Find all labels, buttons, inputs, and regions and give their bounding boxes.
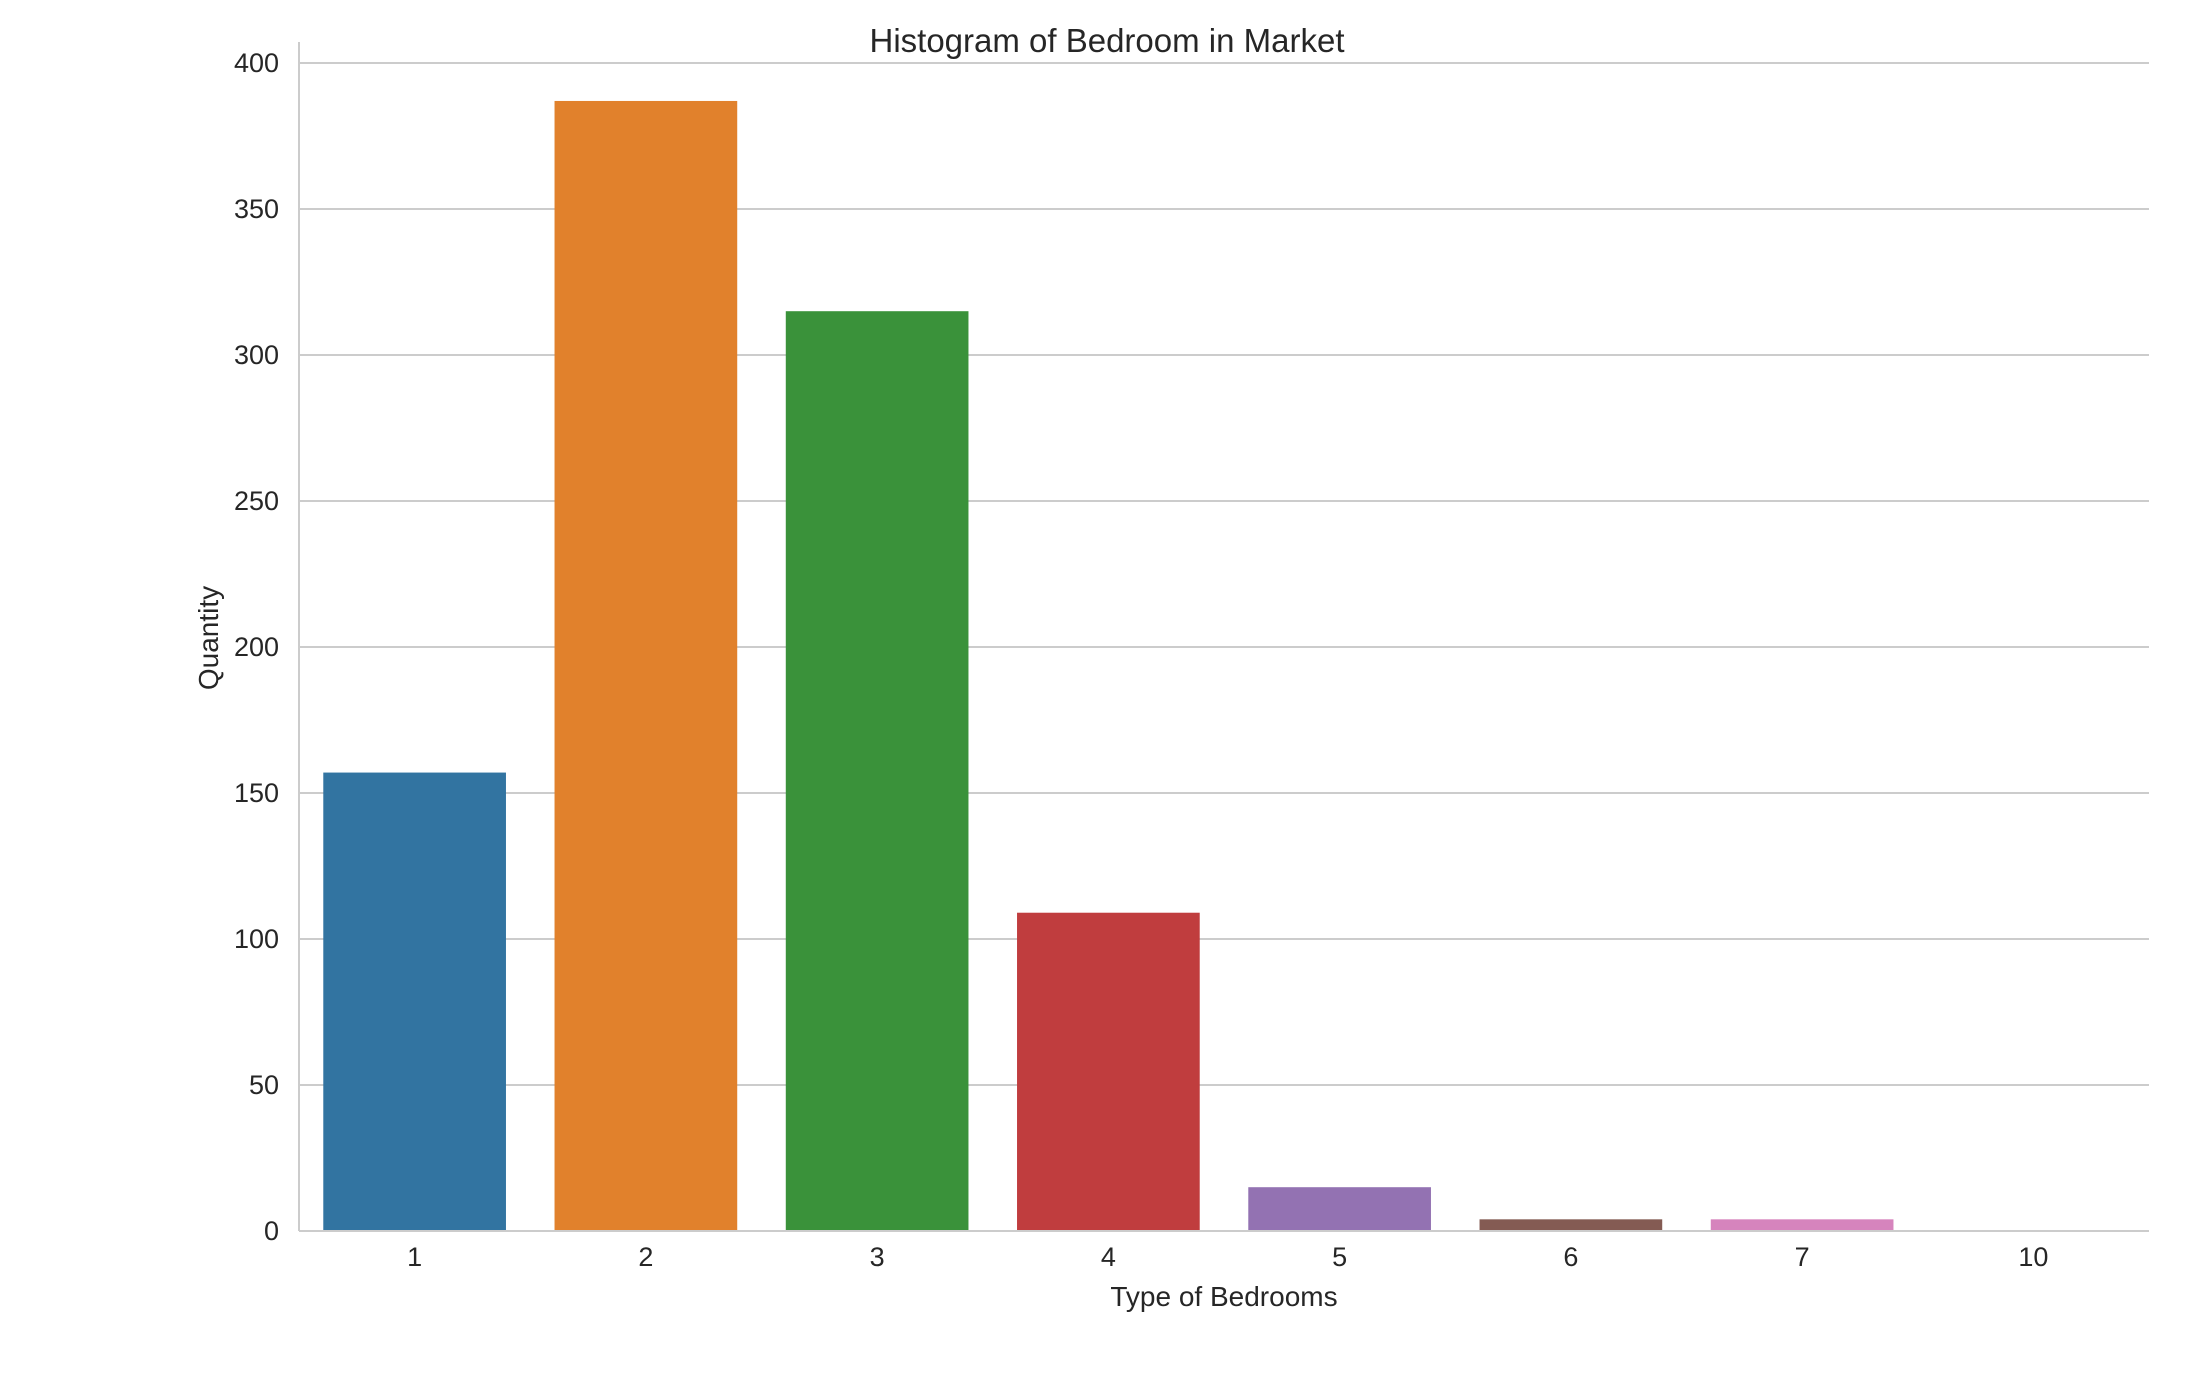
y-tick-label: 200	[234, 632, 279, 662]
x-tick-label: 6	[1563, 1242, 1578, 1272]
x-tick-label: 7	[1795, 1242, 1810, 1272]
y-tick-label: 100	[234, 924, 279, 954]
y-tick-label: 400	[234, 48, 279, 78]
axes	[298, 42, 2149, 1232]
x-tick-label: 3	[870, 1242, 885, 1272]
bar-2	[554, 100, 738, 1232]
bar-3	[785, 311, 969, 1231]
bars	[323, 100, 1894, 1232]
y-tick-label: 250	[234, 486, 279, 516]
y-tick-label: 150	[234, 778, 279, 808]
bar-1	[323, 772, 506, 1231]
y-tick-label: 350	[234, 194, 279, 224]
y-tick-label: 300	[234, 340, 279, 370]
y-tick-label: 0	[264, 1216, 279, 1246]
chart-title: Histogram of Bedroom in Market	[869, 22, 1344, 59]
bar-7	[1710, 1219, 1894, 1231]
x-tick-label: 5	[1332, 1242, 1347, 1272]
x-axis-label: Type of Bedrooms	[1110, 1281, 1337, 1312]
x-tick-label: 10	[2018, 1242, 2048, 1272]
x-tick-label: 2	[638, 1242, 653, 1272]
y-tick-label: 50	[249, 1070, 279, 1100]
y-axis-label: Quantity	[193, 586, 224, 690]
bar-5	[1248, 1187, 1431, 1231]
bar-6	[1479, 1219, 1663, 1231]
bar-4	[1017, 912, 1200, 1231]
x-tick-label: 4	[1101, 1242, 1116, 1272]
x-tick-label: 1	[407, 1242, 422, 1272]
tick-labels: 0 50 100 150 200 250 300 350 400 1 2 3 4 5 6 7 10	[234, 48, 2048, 1272]
